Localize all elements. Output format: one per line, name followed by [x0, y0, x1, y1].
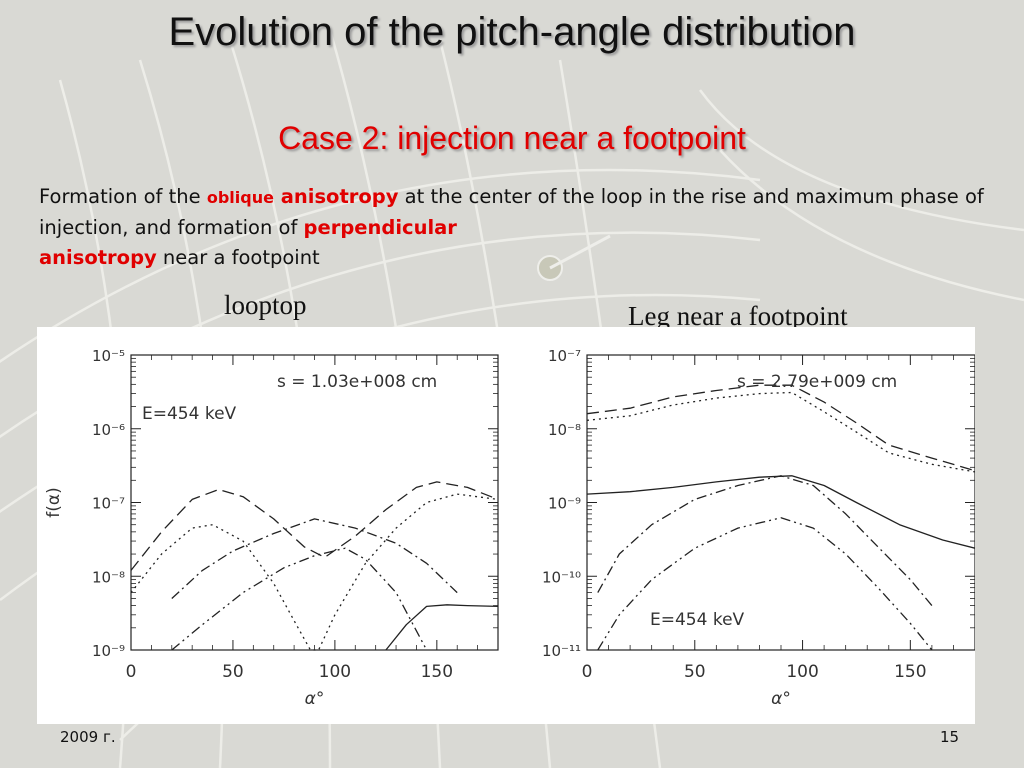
series-line-dashdot [171, 518, 458, 599]
y-tick-label: 10⁻¹⁰ [542, 568, 581, 586]
series-line-solid [385, 604, 499, 651]
y-tick-label: 10⁻⁹ [548, 495, 581, 513]
chart-1: 10⁻⁹ 10⁻⁸ 10⁻⁷ 10⁻⁶ 10⁻⁵ 0 50 100 150 α° f(α) s = 1… [44, 347, 499, 709]
text-part-2: at the center of the loop in the rise an… [39, 185, 984, 239]
looptop-label: looptop [224, 290, 307, 320]
x-axis-label: α° [305, 689, 325, 709]
x-tick-label: 150 [421, 662, 453, 682]
y-tick-label: 10⁻⁵ [92, 347, 125, 365]
page-title: Evolution of the pitch-angle distributio… [168, 10, 856, 54]
footer-page-number: 15 [940, 728, 960, 746]
chart-2: 10⁻¹¹ 10⁻¹⁰ 10⁻⁹ 10⁻⁸ 10⁻⁷ 0 50 100 150 α° s = 2.7… [542, 347, 975, 709]
description-text: Formation of the oblique anisotropy at t… [39, 182, 989, 273]
chart-annotation: E=454 keV [142, 404, 237, 424]
y-tick-label: 10⁻⁷ [92, 495, 125, 513]
text-anisotropy-2: anisotropy [39, 246, 157, 269]
footer-year: 2009 г. [60, 728, 116, 746]
x-tick-label: 100 [786, 662, 818, 682]
x-axis-label: α° [771, 689, 791, 709]
text-perpendicular: perpendicular [303, 216, 457, 239]
series-line-dotted [130, 493, 499, 651]
y-tick-label: 10⁻⁸ [548, 421, 581, 439]
y-tick-label: 10⁻⁸ [92, 568, 125, 586]
y-tick-label: 10⁻¹¹ [542, 642, 581, 660]
series-line-dashed [586, 384, 975, 472]
page-subtitle: Case 2: injection near a footpoint [278, 120, 746, 156]
plot-panel [37, 327, 975, 724]
series-line-dashdotdot [597, 517, 933, 651]
chart-annotation: s = 1.03e+008 cm [277, 372, 437, 392]
y-tick-label: 10⁻⁷ [548, 347, 581, 365]
y-tick-label: 10⁻⁹ [92, 642, 125, 660]
chart-annotation: s = 2.79e+009 cm [737, 372, 897, 392]
series-line-solid [586, 475, 975, 549]
text-part-1: Formation of the [39, 185, 207, 208]
x-tick-label: 50 [684, 662, 706, 682]
series-line-dashdot [597, 475, 933, 607]
text-oblique: oblique [206, 188, 274, 207]
series-line-dashed [130, 481, 499, 571]
plots-svg: 10⁻⁹ 10⁻⁸ 10⁻⁷ 10⁻⁶ 10⁻⁵ 0 50 100 150 α° f(α) s = 1… [44, 347, 975, 709]
text-anisotropy-1: anisotropy [273, 185, 399, 208]
x-tick-label: 0 [126, 662, 137, 682]
y-tick-label: 10⁻⁶ [92, 421, 125, 439]
y-axis-label: f(α) [44, 487, 64, 517]
text-part-3: near a footpoint [156, 246, 320, 269]
series-line-dashdotdot [171, 547, 428, 651]
plot-frame [586, 354, 975, 651]
x-tick-label: 0 [582, 662, 593, 682]
series-line-dotted [586, 391, 975, 473]
x-tick-label: 50 [222, 662, 244, 682]
x-tick-label: 100 [319, 662, 351, 682]
chart-annotation: E=454 keV [650, 610, 745, 630]
x-tick-label: 150 [894, 662, 926, 682]
footpoint-label: Leg near a footpoint [628, 301, 848, 331]
